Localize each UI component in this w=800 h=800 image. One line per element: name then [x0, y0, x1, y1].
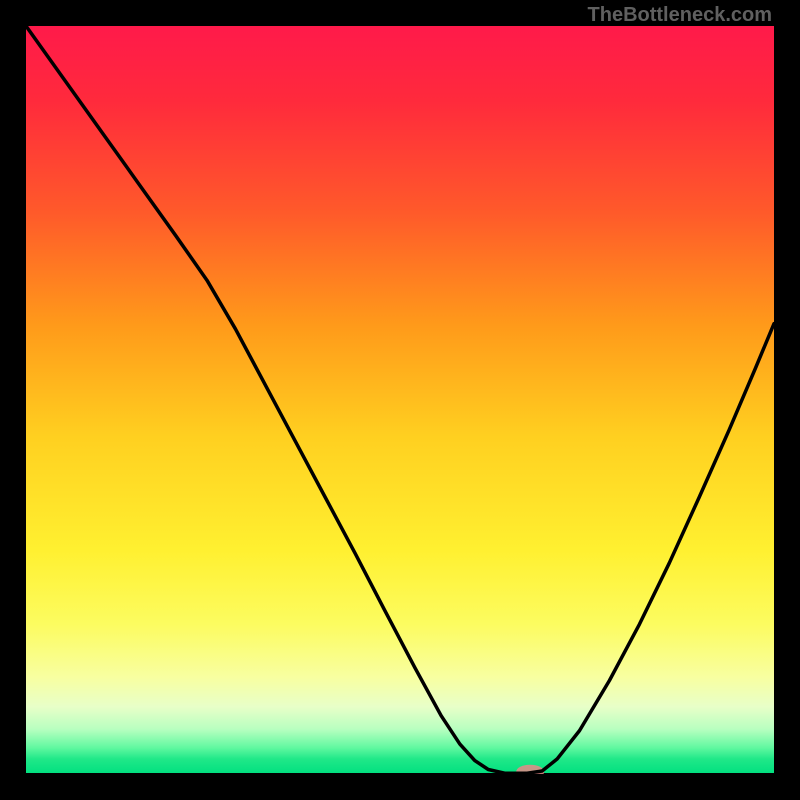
- chart-background: [26, 26, 774, 774]
- bottleneck-chart: [26, 26, 774, 774]
- chart-svg: [26, 26, 774, 774]
- attribution-text: TheBottleneck.com: [588, 4, 772, 27]
